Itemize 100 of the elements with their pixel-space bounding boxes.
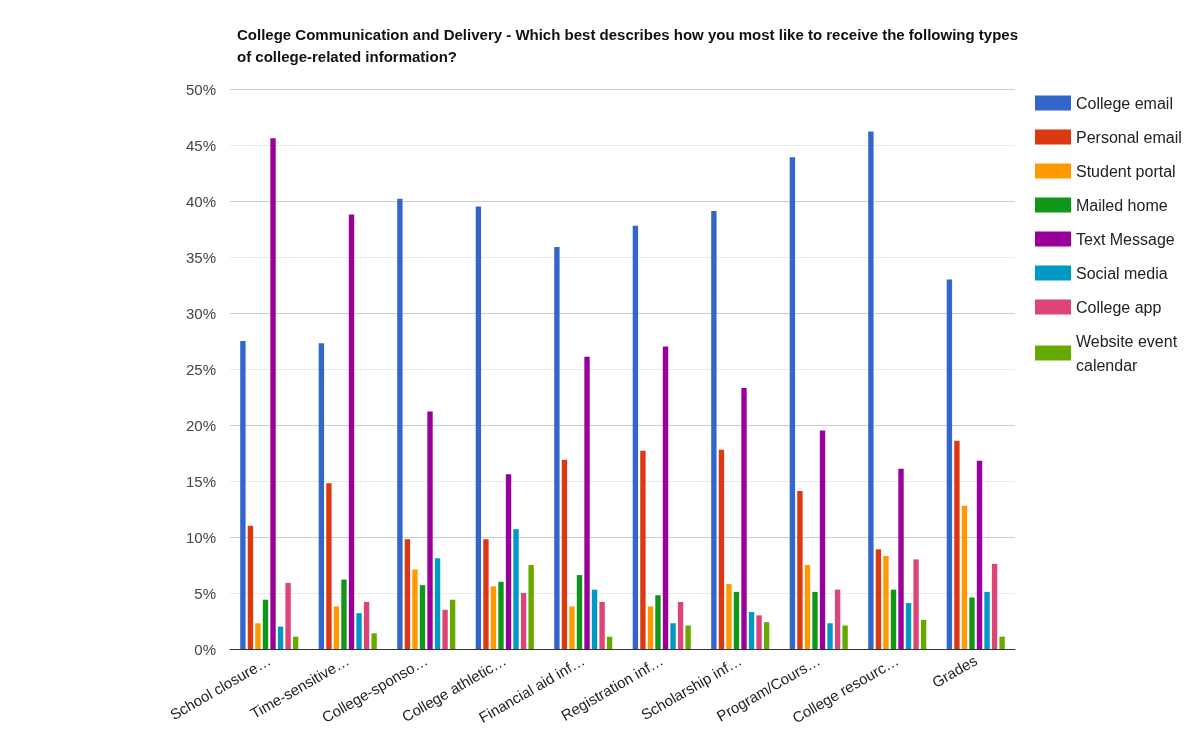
bar bbox=[591, 589, 598, 649]
bar bbox=[490, 586, 497, 649]
bar bbox=[797, 491, 803, 649]
bar bbox=[442, 609, 448, 649]
bar bbox=[842, 625, 848, 649]
bar bbox=[647, 606, 654, 649]
bar bbox=[599, 601, 605, 649]
bar bbox=[677, 601, 684, 649]
chart-title: College Communication and Delivery - Which best describes how you most like to receive the following types of college-related information? bbox=[237, 25, 1023, 65]
legend-label: Mailed home bbox=[1076, 196, 1168, 214]
bar bbox=[905, 603, 912, 649]
bar bbox=[733, 591, 740, 649]
y-tick-label: 10% bbox=[185, 528, 216, 546]
bar bbox=[333, 606, 340, 649]
bar bbox=[741, 388, 747, 649]
y-tick-label: 15% bbox=[185, 472, 216, 490]
legend-label: Personal email bbox=[1076, 128, 1182, 146]
legend-label: College email bbox=[1076, 94, 1173, 112]
bar bbox=[890, 589, 897, 649]
legend-label: College app bbox=[1076, 298, 1162, 316]
bar bbox=[240, 341, 246, 649]
bar bbox=[505, 474, 512, 649]
bar bbox=[356, 613, 362, 649]
bar bbox=[270, 138, 276, 649]
bar bbox=[528, 565, 534, 649]
bar bbox=[756, 615, 762, 649]
bar bbox=[961, 505, 968, 649]
bar bbox=[371, 633, 377, 649]
bar bbox=[883, 556, 889, 649]
bar bbox=[632, 225, 639, 649]
bar bbox=[483, 539, 489, 649]
y-tick-label: 5% bbox=[194, 584, 216, 602]
y-tick-label: 20% bbox=[185, 416, 216, 434]
y-tick-label: 40% bbox=[185, 192, 216, 210]
bar bbox=[419, 585, 426, 649]
legend-label: Website event calendar bbox=[1076, 332, 1182, 374]
bar bbox=[763, 622, 770, 649]
bar bbox=[277, 626, 284, 649]
bar bbox=[348, 214, 355, 649]
bar bbox=[969, 597, 975, 649]
y-tick-label: 45% bbox=[185, 136, 216, 154]
y-tick-label: 30% bbox=[185, 304, 216, 322]
bar bbox=[946, 279, 953, 649]
bar bbox=[976, 460, 983, 649]
bar bbox=[412, 569, 418, 649]
bar bbox=[520, 593, 527, 649]
bar bbox=[247, 525, 254, 649]
bar bbox=[954, 440, 960, 649]
bar bbox=[670, 623, 676, 649]
bar bbox=[326, 483, 332, 649]
bar bbox=[513, 529, 519, 649]
bar bbox=[561, 459, 568, 649]
bar bbox=[363, 601, 370, 649]
bar bbox=[498, 581, 504, 649]
bar bbox=[584, 356, 590, 649]
y-tick-label: 25% bbox=[185, 360, 216, 378]
bar bbox=[255, 623, 261, 649]
bar bbox=[819, 430, 826, 649]
bar bbox=[554, 246, 560, 649]
bar bbox=[569, 606, 575, 649]
bar bbox=[397, 198, 403, 649]
y-tick-label: 50% bbox=[185, 80, 216, 98]
legend-label: Student portal bbox=[1076, 162, 1176, 180]
bar bbox=[875, 549, 882, 649]
bar bbox=[404, 539, 411, 649]
bar bbox=[999, 636, 1005, 649]
bar bbox=[812, 591, 818, 649]
bar bbox=[748, 612, 755, 649]
bar bbox=[868, 131, 874, 649]
bar bbox=[434, 558, 441, 649]
bar bbox=[827, 623, 833, 649]
bar bbox=[427, 411, 433, 649]
bar bbox=[576, 575, 583, 649]
bar bbox=[662, 346, 669, 649]
bar bbox=[718, 449, 725, 649]
bar bbox=[449, 599, 456, 649]
bar bbox=[789, 157, 796, 649]
bar bbox=[475, 206, 482, 649]
legend-label: Social media bbox=[1076, 264, 1168, 282]
legend-label: Text Message bbox=[1076, 230, 1175, 248]
bar bbox=[804, 565, 811, 649]
bar bbox=[262, 599, 269, 649]
bar bbox=[898, 468, 904, 649]
bar bbox=[606, 636, 613, 649]
bar bbox=[318, 343, 325, 649]
bar bbox=[913, 559, 919, 649]
bar bbox=[834, 589, 841, 649]
bar bbox=[292, 636, 299, 649]
bar bbox=[285, 582, 291, 649]
bar bbox=[920, 619, 927, 649]
y-tick-label: 35% bbox=[185, 248, 216, 266]
bar bbox=[984, 591, 990, 649]
bar bbox=[726, 584, 732, 649]
bar bbox=[341, 579, 347, 649]
y-tick-label: 0% bbox=[194, 640, 216, 658]
bar bbox=[685, 625, 691, 649]
bar bbox=[655, 595, 661, 649]
bar bbox=[640, 450, 646, 649]
bar bbox=[991, 563, 998, 649]
bar bbox=[711, 211, 717, 649]
